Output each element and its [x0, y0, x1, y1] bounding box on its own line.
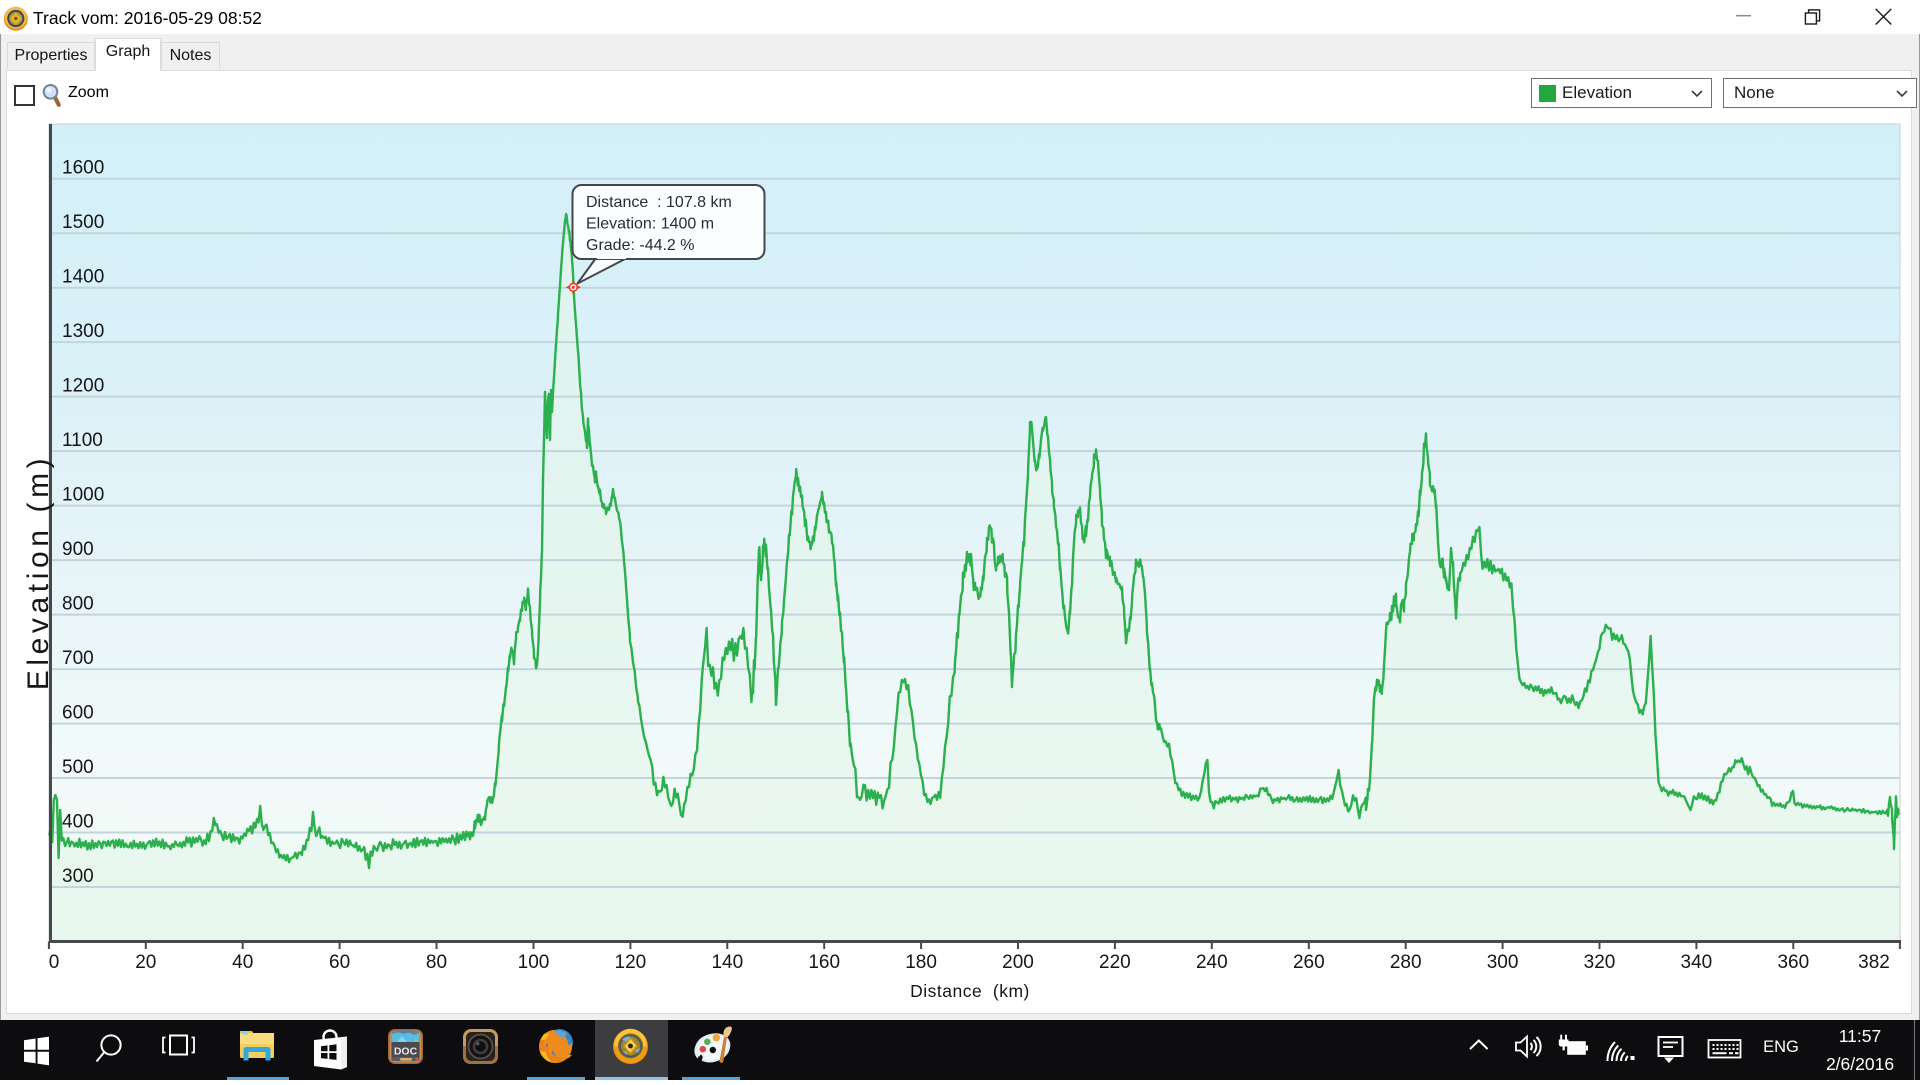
svg-text:800: 800: [62, 594, 94, 615]
svg-text:700: 700: [62, 648, 94, 669]
svg-text:1400: 1400: [62, 267, 104, 288]
svg-text:120: 120: [615, 952, 647, 973]
svg-text:Distance : 107.8 km: Distance : 107.8 km: [586, 194, 732, 211]
svg-text:900: 900: [62, 539, 94, 560]
svg-text:360: 360: [1777, 952, 1809, 973]
svg-text:Elevation (m): Elevation (m): [22, 454, 55, 691]
svg-text:40: 40: [232, 952, 253, 973]
svg-text:260: 260: [1293, 952, 1325, 973]
svg-text:Elevation: 1400 m: Elevation: 1400 m: [586, 216, 714, 233]
svg-text:400: 400: [62, 812, 94, 833]
svg-text:1600: 1600: [62, 158, 104, 179]
svg-text:320: 320: [1584, 952, 1616, 973]
svg-text:1000: 1000: [62, 485, 104, 506]
svg-text:200: 200: [1002, 952, 1034, 973]
svg-text:1300: 1300: [62, 321, 104, 342]
svg-text:280: 280: [1390, 952, 1422, 973]
svg-text:Grade: -44.2 %: Grade: -44.2 %: [586, 237, 695, 254]
svg-text:382: 382: [1858, 952, 1890, 973]
svg-text:ENG: ENG: [1763, 1038, 1799, 1056]
svg-text:500: 500: [62, 757, 94, 778]
svg-text:600: 600: [62, 703, 94, 724]
svg-text:180: 180: [905, 952, 937, 973]
svg-text:300: 300: [62, 866, 94, 887]
svg-text:Distance (km): Distance (km): [910, 981, 1030, 1001]
svg-text:160: 160: [808, 952, 840, 973]
svg-text:300: 300: [1487, 952, 1519, 973]
svg-text:DOC: DOC: [394, 1046, 418, 1058]
svg-text:340: 340: [1681, 952, 1713, 973]
svg-text:240: 240: [1196, 952, 1228, 973]
svg-text:1200: 1200: [62, 376, 104, 397]
svg-text:20: 20: [135, 952, 156, 973]
svg-text:220: 220: [1099, 952, 1131, 973]
svg-text:1500: 1500: [62, 212, 104, 233]
svg-text:100: 100: [518, 952, 550, 973]
svg-text:0: 0: [49, 952, 60, 973]
svg-text:80: 80: [426, 952, 447, 973]
svg-text:140: 140: [711, 952, 743, 973]
svg-text:60: 60: [329, 952, 350, 973]
svg-text:1100: 1100: [62, 430, 103, 451]
